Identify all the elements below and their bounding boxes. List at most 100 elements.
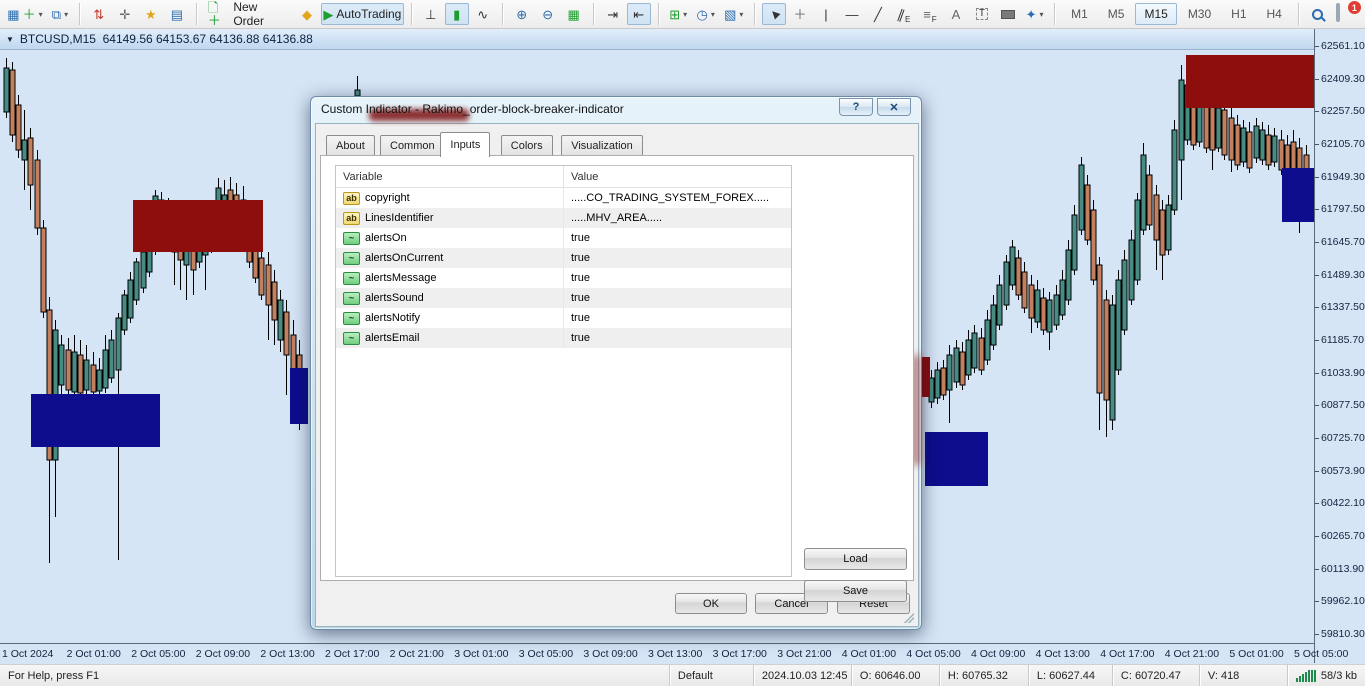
param-row-alertsOn[interactable]: ~ alertsOn true [336, 228, 791, 248]
param-row-alertsSound[interactable]: ~ alertsSound true [336, 288, 791, 308]
param-value[interactable]: .....CO_TRADING_SYSTEM_FOREX..... [571, 192, 770, 204]
save-button[interactable]: Save [804, 580, 907, 602]
tab-colors[interactable]: Colors [500, 135, 553, 156]
market-watch-button[interactable]: ⇅ [87, 3, 111, 25]
chevron-down-icon: ▾ [1039, 9, 1044, 19]
value-column-header[interactable]: Value [571, 170, 599, 183]
param-value[interactable]: .....MHV_AREA..... [571, 212, 663, 224]
price-tick [1315, 78, 1319, 80]
autotrading-button[interactable]: ▶ AutoTrading [320, 3, 404, 25]
price-axis[interactable]: 62561.10 62409.30 62257.50 62105.70 61949.30… [1314, 29, 1365, 663]
data-window-button[interactable]: ✛ [113, 3, 137, 25]
timeframe-m1-button[interactable]: M1 [1071, 7, 1088, 21]
chevron-down-icon: ▾ [64, 9, 69, 19]
status-profile[interactable]: Default [670, 665, 754, 686]
chart-shift-button[interactable]: ⇤ [626, 3, 651, 25]
tile-windows-button[interactable]: ▦ [562, 3, 586, 25]
timeframe-m5-button[interactable]: M5 [1107, 7, 1125, 21]
window-menu-icon[interactable]: ▼ [6, 34, 14, 44]
price-tick [1315, 242, 1319, 244]
param-row-alertsNotify[interactable]: ~ alertsNotify true [336, 308, 791, 328]
cursor-button[interactable]: ► [761, 3, 786, 25]
equidistant-channel-button[interactable]: ∥ E [892, 3, 916, 25]
crosshair-button[interactable]: ＋ [788, 3, 812, 25]
time-label: 4 Oct 05:00 [906, 648, 961, 660]
chart-window-titlebar[interactable]: ▼ BTCUSD,M15 64149.56 64153.67 64136.88 … [0, 29, 1314, 50]
candlestick-chart-button[interactable]: ▮ [444, 3, 469, 25]
vertical-line-button[interactable]: | [814, 3, 838, 25]
tab-inputs[interactable]: Inputs [440, 132, 491, 157]
line-chart-button[interactable]: ∿ [471, 3, 495, 25]
auto-scroll-button[interactable]: ⇥ [601, 3, 625, 25]
dialog-help-button[interactable]: ? [839, 98, 873, 116]
text-button[interactable]: A [944, 3, 968, 25]
new-chart-button[interactable]: ▦ ＋ ▾ [4, 3, 46, 25]
param-row-alertsOnCurrent[interactable]: ~ alertsOnCurrent true [336, 248, 791, 268]
terminal-button[interactable]: ▤ [165, 3, 189, 25]
notifications-button[interactable]: 1 [1332, 1, 1361, 25]
data-window-icon: ✛ [119, 6, 131, 22]
navigator-button[interactable]: ★ [139, 3, 163, 25]
price-tick [1315, 568, 1319, 570]
param-row-LinesIdentifier[interactable]: ab LinesIdentifier .....MHV_AREA..... [336, 208, 791, 228]
status-high: H: 60765.32 [940, 665, 1029, 686]
load-button[interactable]: Load [804, 548, 907, 570]
param-row-copyright[interactable]: ab copyright .....CO_TRADING_SYSTEM_FOREX.… [336, 188, 791, 208]
time-axis[interactable]: 1 Oct 2024 2 Oct 01:00 2 Oct 05:00 2 Oct 09… [0, 643, 1348, 663]
resize-grip-icon[interactable] [904, 613, 914, 623]
price-label: 61489.30 [1321, 268, 1365, 281]
time-label: 4 Oct 21:00 [1164, 648, 1220, 660]
timeframe-h1-button[interactable]: H1 [1231, 7, 1247, 21]
param-value[interactable]: true [571, 312, 590, 324]
param-value[interactable]: true [571, 272, 590, 284]
indicators-button[interactable]: ⊞ ▾ [666, 3, 691, 25]
new-order-button[interactable]: 🗋＋ New Order [207, 0, 264, 28]
horizontal-line-button[interactable]: — [840, 3, 864, 25]
timeframe-m15-button[interactable]: M15 [1135, 3, 1177, 25]
variable-column-header[interactable]: Variable [336, 166, 564, 187]
line-chart-icon: ∿ [477, 6, 489, 22]
tab-about[interactable]: About [326, 135, 375, 156]
zoom-out-button[interactable]: ⊖ [536, 3, 560, 25]
dialog-body: About Common Inputs Colors Visualization Var… [315, 123, 919, 627]
order-block-bullish [925, 432, 988, 486]
expert-advisors-button[interactable]: ◆ [295, 3, 319, 25]
toolbar-separator [410, 3, 412, 25]
param-value[interactable]: true [571, 252, 590, 264]
time-label: 2 Oct 01:00 [66, 648, 121, 660]
price-tick [1315, 372, 1319, 374]
param-name: alertsOnCurrent [365, 252, 444, 264]
param-row-alertsMessage[interactable]: ~ alertsMessage true [336, 268, 791, 288]
param-row-alertsEmail[interactable]: ~ alertsEmail true [336, 328, 791, 348]
shapes-button[interactable]: ✦ ▾ [1022, 3, 1047, 25]
chevron-down-icon: ▾ [683, 9, 688, 19]
timeframe-h4-button[interactable]: H4 [1266, 7, 1282, 21]
param-name: alertsEmail [365, 332, 420, 344]
param-value[interactable]: true [571, 232, 590, 244]
tab-common[interactable]: Common [380, 135, 445, 156]
trendline-button[interactable]: ╱ [866, 3, 890, 25]
bar-chart-button[interactable]: ⊥ [419, 3, 443, 25]
text-label-button[interactable]: T [970, 3, 994, 25]
crosshair-icon: ＋ [793, 6, 807, 22]
price-label: 61797.50 [1321, 203, 1365, 216]
periods-button[interactable]: ◷ ▾ [693, 3, 719, 25]
close-icon: ✕ [889, 101, 899, 114]
time-label: 2 Oct 17:00 [325, 648, 380, 660]
rectangle-button[interactable] [996, 3, 1020, 25]
timeframe-m30-button[interactable]: M30 [1187, 7, 1212, 21]
profiles-button[interactable]: ⧉ ▾ [48, 3, 72, 25]
templates-button[interactable]: ▧ ▾ [720, 3, 747, 25]
price-tick [1315, 176, 1319, 178]
autotrading-icon: ▶ [323, 6, 334, 22]
bool-param-icon: ~ [343, 311, 360, 325]
ok-button[interactable]: OK [675, 593, 747, 614]
tab-visualization[interactable]: Visualization [561, 135, 643, 156]
zoom-in-button[interactable]: ⊕ [510, 3, 534, 25]
param-value[interactable]: true [571, 332, 590, 344]
search-button[interactable] [1306, 3, 1330, 25]
param-name: alertsOn [365, 232, 407, 244]
param-value[interactable]: true [571, 292, 590, 304]
dialog-close-button[interactable]: ✕ [877, 98, 911, 116]
fibonacci-button[interactable]: ≡ F [918, 3, 942, 25]
